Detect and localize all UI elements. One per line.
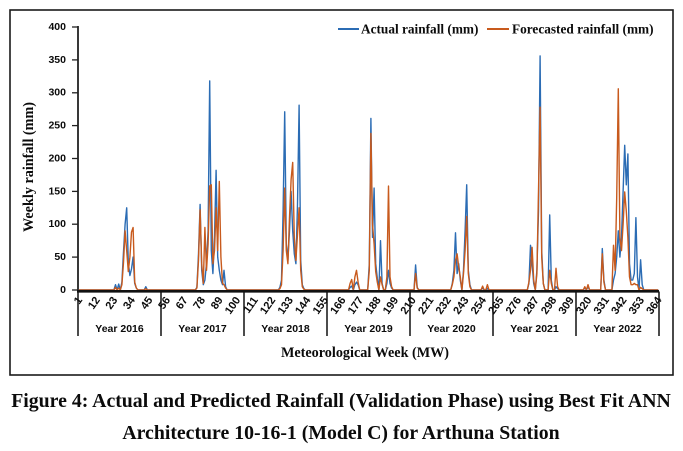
svg-text:Year 2019: Year 2019	[344, 323, 393, 335]
svg-text:Actual rainfall (mm): Actual rainfall (mm)	[361, 22, 478, 37]
svg-text:250: 250	[48, 120, 66, 132]
svg-text:Forecasted rainfall (mm): Forecasted rainfall (mm)	[512, 22, 654, 37]
svg-text:Year 2021: Year 2021	[510, 323, 559, 335]
svg-text:56: 56	[156, 295, 173, 312]
svg-text:Architecture 10-16-1 (Model C): Architecture 10-16-1 (Model C) for Arthu…	[122, 422, 559, 444]
svg-text:200: 200	[48, 152, 66, 164]
svg-text:78: 78	[191, 295, 208, 312]
svg-text:300: 300	[48, 87, 66, 99]
svg-text:0: 0	[60, 284, 66, 296]
svg-text:50: 50	[54, 251, 66, 263]
svg-text:150: 150	[48, 185, 66, 197]
svg-text:89: 89	[209, 295, 226, 312]
svg-text:Weekly rainfall (mm): Weekly rainfall (mm)	[21, 102, 37, 232]
svg-text:Year 2018: Year 2018	[261, 323, 310, 335]
svg-text:400: 400	[48, 21, 66, 33]
svg-text:Year 2022: Year 2022	[593, 323, 642, 335]
svg-text:Meteorological Week (MW): Meteorological Week (MW)	[281, 345, 449, 361]
svg-text:Figure 4: Actual and Predicted: Figure 4: Actual and Predicted Rainfall …	[11, 390, 671, 412]
svg-text:Year 2020: Year 2020	[427, 323, 476, 335]
svg-text:100: 100	[48, 218, 66, 230]
svg-text:12: 12	[86, 295, 103, 312]
svg-text:1: 1	[72, 295, 85, 307]
svg-text:350: 350	[48, 54, 66, 66]
svg-text:Year 2016: Year 2016	[95, 323, 144, 335]
svg-text:45: 45	[139, 295, 156, 312]
svg-text:67: 67	[174, 295, 191, 312]
svg-text:Year 2017: Year 2017	[178, 323, 227, 335]
svg-text:23: 23	[104, 295, 121, 312]
